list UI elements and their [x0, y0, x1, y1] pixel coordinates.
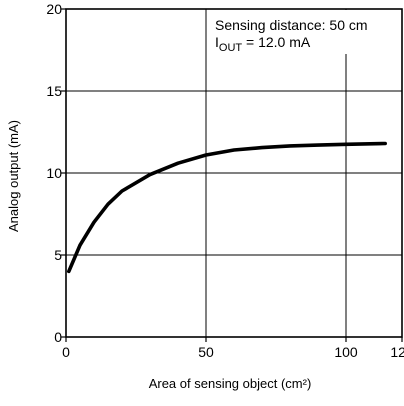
y-tick-label: 10 [46, 165, 62, 181]
tick-marks [61, 8, 403, 342]
y-tick-labels: 0 5 10 15 20 [46, 1, 62, 345]
x-tick-label: 0 [62, 344, 70, 360]
annotation-background [211, 10, 401, 54]
annotation-current-subscript: OUT [219, 42, 243, 54]
series-line [67, 141, 387, 274]
x-axis-title: Area of sensing object (cm²) [149, 376, 312, 391]
y-tick-label: 20 [46, 1, 62, 17]
x-tick-labels: 0 50 100 120 [62, 344, 404, 360]
annotation-current-symbol: I [215, 34, 219, 50]
series-layer [67, 141, 387, 274]
x-tick-label: 120 [390, 344, 404, 360]
y-tick-label: 15 [46, 83, 62, 99]
y-tick-label: 5 [54, 247, 62, 263]
x-tick-label: 100 [334, 344, 358, 360]
x-tick-label: 50 [198, 344, 214, 360]
annotation-current-value: = 12.0 mA [242, 34, 311, 50]
y-tick-label: 0 [54, 329, 62, 345]
y-axis-title: Analog output (mA) [6, 120, 21, 232]
annotation-sensing-distance: Sensing distance: 50 cm [215, 17, 368, 33]
grid-lines [66, 9, 402, 337]
annotation-output-current: IOUT = 12.0 mA [215, 34, 311, 54]
